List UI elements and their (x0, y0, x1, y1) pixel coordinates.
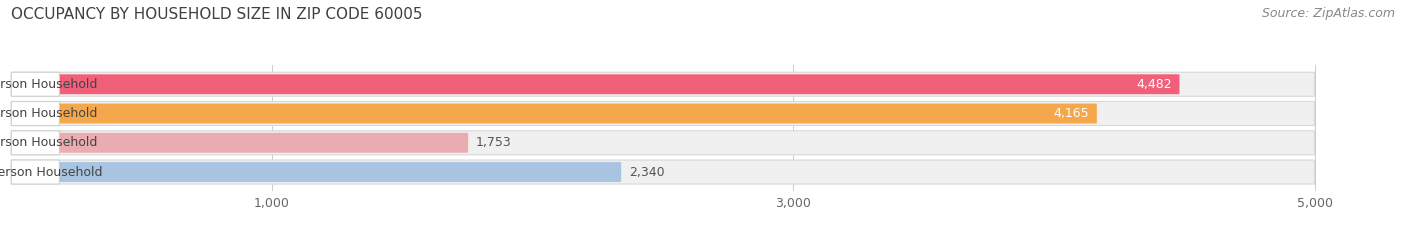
Text: 1-Person Household: 1-Person Household (0, 78, 97, 91)
FancyBboxPatch shape (11, 160, 59, 184)
FancyBboxPatch shape (11, 131, 1315, 155)
FancyBboxPatch shape (11, 104, 1097, 123)
Text: 4,482: 4,482 (1136, 78, 1171, 91)
FancyBboxPatch shape (11, 102, 59, 126)
FancyBboxPatch shape (11, 102, 1315, 126)
FancyBboxPatch shape (11, 160, 1315, 184)
Text: 1,753: 1,753 (477, 136, 512, 149)
Text: 2,340: 2,340 (628, 165, 665, 178)
FancyBboxPatch shape (11, 162, 621, 182)
FancyBboxPatch shape (11, 131, 59, 155)
Text: 4,165: 4,165 (1053, 107, 1090, 120)
FancyBboxPatch shape (11, 72, 1315, 96)
Text: 4+ Person Household: 4+ Person Household (0, 165, 103, 178)
FancyBboxPatch shape (11, 72, 59, 96)
Text: 3-Person Household: 3-Person Household (0, 136, 97, 149)
Text: OCCUPANCY BY HOUSEHOLD SIZE IN ZIP CODE 60005: OCCUPANCY BY HOUSEHOLD SIZE IN ZIP CODE … (11, 7, 423, 22)
Text: Source: ZipAtlas.com: Source: ZipAtlas.com (1261, 7, 1395, 20)
FancyBboxPatch shape (11, 74, 1180, 94)
FancyBboxPatch shape (11, 133, 468, 153)
Text: 2-Person Household: 2-Person Household (0, 107, 97, 120)
